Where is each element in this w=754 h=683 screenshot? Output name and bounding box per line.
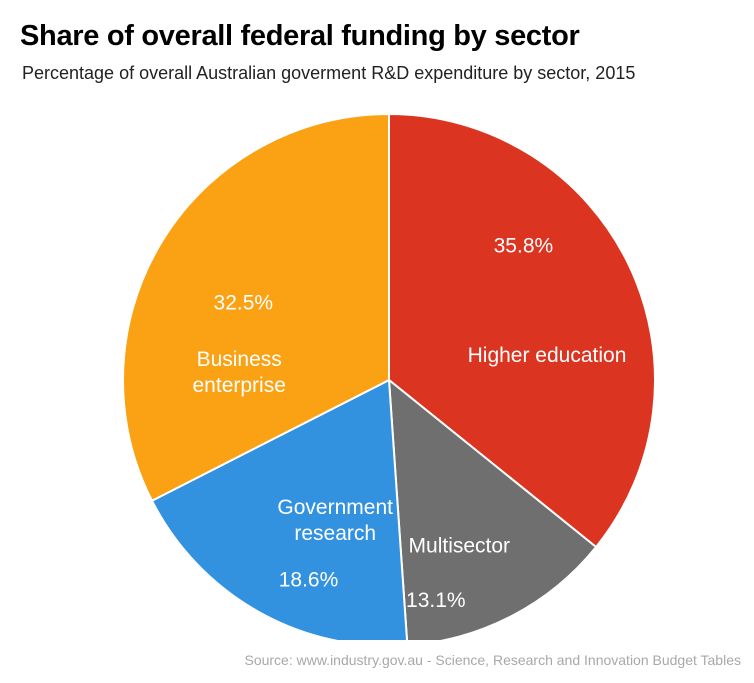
chart-subtitle: Percentage of overall Australian goverme… xyxy=(22,63,636,83)
pie-labels: Higher education 35.8% Multisector 13.1% Gov… xyxy=(193,235,627,612)
slice-value-higher-education: 35.8% xyxy=(494,235,554,258)
slice-value-government-research: 18.6% xyxy=(279,568,339,591)
pie-slices xyxy=(122,113,656,640)
pie-slice-business-enterprise xyxy=(122,113,390,502)
slice-label-government-research: Government research xyxy=(277,496,393,545)
source-note: Source: www.industry.gov.au - Science, R… xyxy=(244,652,741,668)
chart-title: Share of overall federal funding by sect… xyxy=(20,20,580,52)
slice-label-higher-education: Higher education xyxy=(468,344,627,367)
pie-slice-multisector xyxy=(388,379,598,640)
slice-value-multisector: 13.1% xyxy=(406,589,466,612)
pie-slice-higher-education xyxy=(388,113,656,548)
pie-chart: Higher education 35.8% Multisector 13.1% Gov… xyxy=(122,113,656,640)
slice-label-multisector: Multisector xyxy=(409,535,511,558)
slice-value-business-enterprise: 32.5% xyxy=(214,292,274,315)
pie-slice-government-research xyxy=(150,379,409,640)
slice-label-business-enterprise: Business enterprise xyxy=(193,348,286,397)
